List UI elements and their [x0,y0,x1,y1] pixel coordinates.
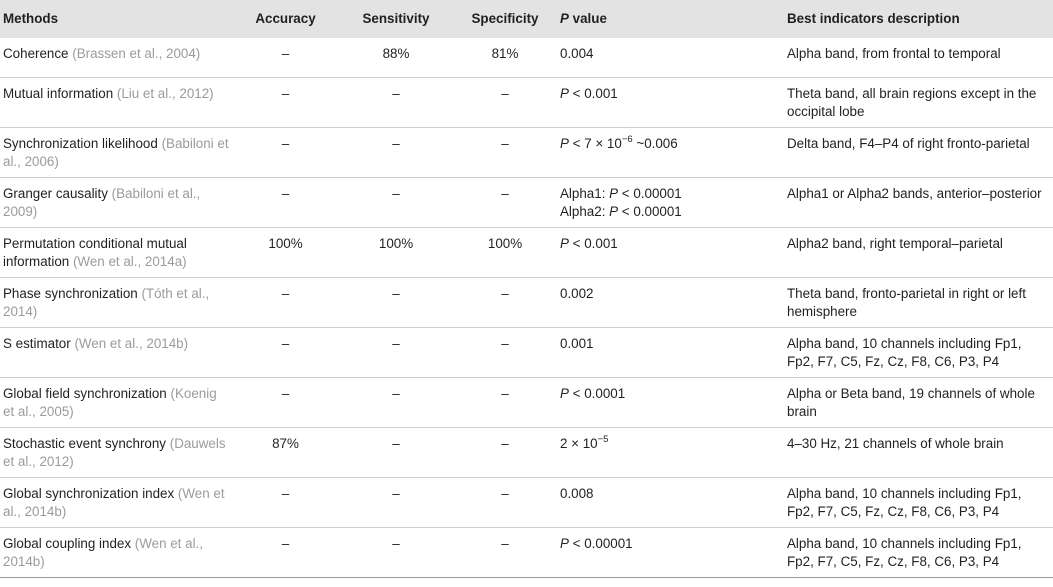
sensitivity-cell: – [392,485,400,501]
header-specificity: Specificity [471,10,539,26]
specificity-cell: – [501,435,509,451]
table-row: Global synchronization index (Wen et al.… [0,477,1053,527]
pvalue-cell: P < 0.001 [560,235,618,251]
pvalue-cell: P < 0.0001 [560,385,626,401]
best-cell: 4–30 Hz, 21 channels of whole brain [787,435,1004,451]
specificity-cell: – [501,285,509,301]
header-methods: Methods [3,10,59,26]
header-sensitivity: Sensitivity [362,10,430,26]
best-cell: Alpha band, 10 channels including Fp1, F… [787,335,1022,369]
pvalue-cell: 0.001 [560,335,594,351]
best-cell: Theta band, all brain regions except in … [787,85,1037,119]
best-cell: Alpha2 band, right temporal–parietal [787,235,1003,251]
sensitivity-cell: – [392,285,400,301]
accuracy-cell: – [281,185,290,201]
table-row: Coherence (Brassen et al., 2004) – 88% 8… [0,38,1053,77]
specificity-cell: – [501,85,509,101]
table-row: Synchronization likelihood (Babiloni et … [0,127,1053,177]
specificity-cell: – [501,535,509,551]
sensitivity-cell: – [392,185,400,201]
method-cell: Granger causality (Babiloni et al., 2009… [3,185,201,219]
table-row: Granger causality (Babiloni et al., 2009… [0,177,1053,227]
accuracy-cell: – [281,385,290,401]
specificity-cell: 81% [491,46,519,61]
accuracy-cell: – [281,335,290,351]
header-pvalue: P value [560,10,607,26]
sensitivity-cell: – [392,535,400,551]
method-cell: Synchronization likelihood (Babiloni et … [3,135,229,169]
sensitivity-cell: 88% [382,46,410,61]
pvalue-cell: P < 7 × 10−6 ~0.006 [560,133,678,151]
best-cell: Alpha band, 10 channels including Fp1, F… [787,535,1022,569]
best-cell: Alpha band, from frontal to temporal [787,46,1001,61]
accuracy-cell: – [281,485,290,501]
method-cell: Stochastic event synchrony (Dauwels et a… [3,435,226,469]
specificity-cell: – [501,335,509,351]
best-cell: Delta band, F4–P4 of right fronto-pariet… [787,135,1030,151]
specificity-cell: 100% [487,235,523,251]
method-cell: Global field synchronization (Koenig et … [3,385,217,419]
accuracy-cell: 100% [268,235,303,251]
method-cell: Phase synchronization (Tóth et al., 2014… [3,285,210,319]
table-row: Global coupling index (Wen et al., 2014b… [0,527,1053,577]
method-cell: S estimator (Wen et al., 2014b) [3,335,189,351]
accuracy-cell: – [281,535,290,551]
method-cell: Global coupling index (Wen et al., 2014b… [3,535,203,569]
method-cell: Global synchronization index (Wen et al.… [3,485,225,519]
accuracy-cell: – [281,46,290,61]
sensitivity-cell: 100% [378,235,414,251]
pvalue-cell: 0.004 [560,46,594,61]
specificity-cell: – [501,135,509,151]
specificity-cell: – [501,485,509,501]
sensitivity-cell: – [392,335,400,351]
pvalue-cell: 0.002 [560,285,594,301]
accuracy-cell: – [281,85,290,101]
accuracy-cell: 87% [272,435,299,451]
table-row: Stochastic event synchrony (Dauwels et a… [0,427,1053,477]
method-cell: Coherence (Brassen et al., 2004) [3,46,201,61]
header-best-indicators: Best indicators description [787,10,960,26]
specificity-cell: – [501,185,509,201]
accuracy-cell: – [281,135,290,151]
table-row: Mutual information (Liu et al., 2012) – … [0,77,1053,127]
pvalue-cell: P < 0.001 [560,85,618,101]
pvalue-cell: 0.008 [560,485,594,501]
method-cell: Permutation conditional mutual informati… [3,235,187,269]
best-cell: Alpha band, 10 channels including Fp1, F… [787,485,1022,519]
pvalue-cell: P < 0.00001 [560,535,633,551]
specificity-cell: – [501,385,509,401]
accuracy-cell: – [281,285,290,301]
table-row: S estimator (Wen et al., 2014b) – – – 0.… [0,327,1053,377]
pvalue-cell: 2 × 10−5 [560,433,609,451]
sensitivity-cell: – [392,385,400,401]
header-accuracy: Accuracy [255,10,316,26]
sensitivity-cell: – [392,435,400,451]
method-cell: Mutual information (Liu et al., 2012) [3,85,214,101]
pvalue-cell: Alpha1: P < 0.00001 Alpha2: P < 0.00001 [560,185,682,219]
best-cell: Theta band, fronto-parietal in right or … [787,285,1026,319]
table-row: Global field synchronization (Koenig et … [0,377,1053,427]
sensitivity-cell: – [392,135,400,151]
best-cell: Alpha1 or Alpha2 bands, anterior–posteri… [787,185,1042,201]
sensitivity-cell: – [392,85,400,101]
header-row: Methods Accuracy Sensitivity Specificity… [0,0,1053,38]
table-row: Phase synchronization (Tóth et al., 2014… [0,277,1053,327]
best-cell: Alpha or Beta band, 19 channels of whole… [787,385,1035,419]
table-row: Permutation conditional mutual informati… [0,227,1053,277]
